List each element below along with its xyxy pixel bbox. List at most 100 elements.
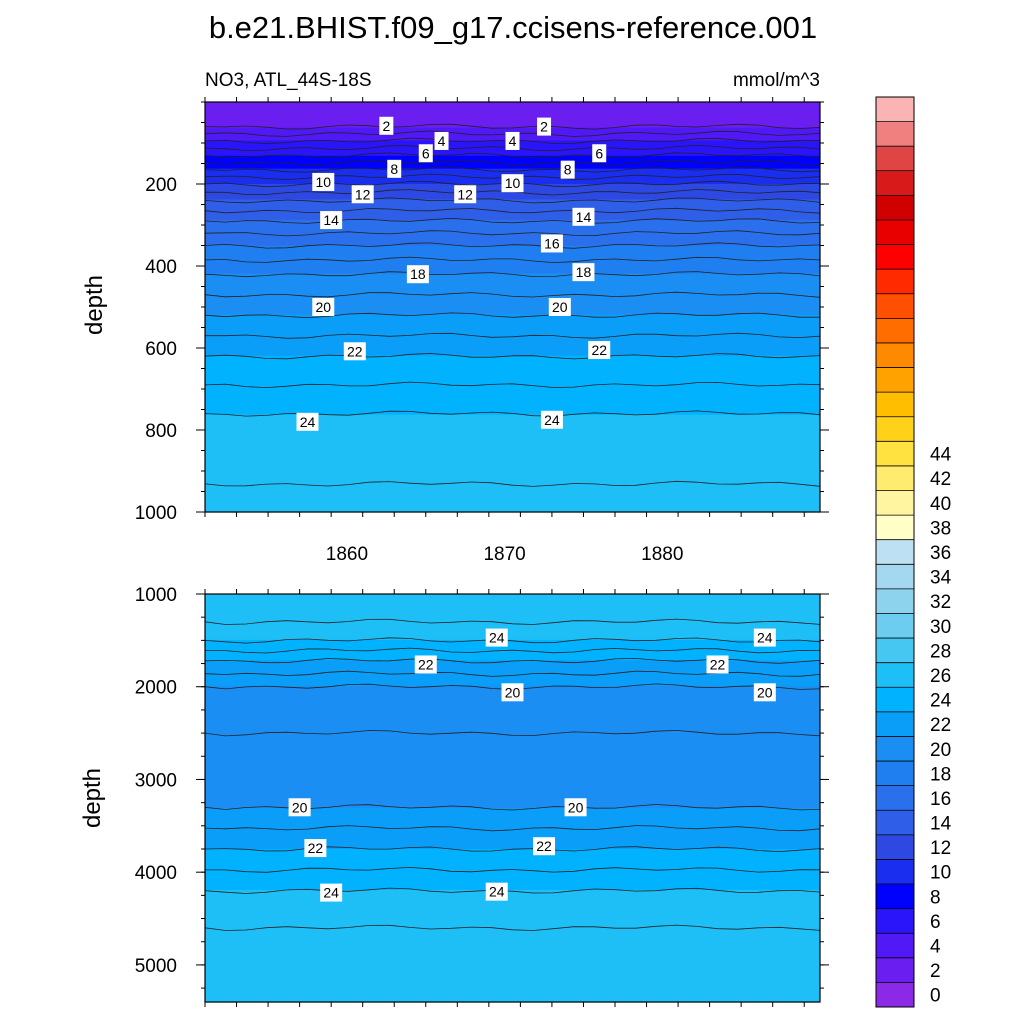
contour-fill-band <box>205 769 820 774</box>
contour-fill-band <box>205 996 820 1001</box>
contour-label: 8 <box>564 162 572 178</box>
contour-fill-band <box>205 268 820 272</box>
contour-fill-band <box>205 711 820 715</box>
contour-fill-band <box>205 846 820 850</box>
contour-fill-band <box>205 368 820 372</box>
contour-line <box>204 887 821 894</box>
contour-line <box>204 271 821 278</box>
contour-fill-band <box>205 820 820 825</box>
contour-fill-band <box>205 322 820 326</box>
contour-fill-band <box>205 734 820 738</box>
contour-fill-band <box>205 204 820 208</box>
contour-label: 6 <box>595 145 603 161</box>
y-tick-label: 800 <box>145 421 177 442</box>
contour-fill-band <box>205 869 820 873</box>
contour-line <box>204 480 821 487</box>
contour-fill-band <box>205 273 820 277</box>
contour-fill-band <box>205 609 820 613</box>
contour-label: 22 <box>710 656 726 672</box>
contour-fill-band <box>205 499 820 503</box>
contour-fill-band <box>205 194 820 198</box>
contour-fill-band <box>205 752 820 756</box>
contour-fill-band <box>205 253 820 257</box>
contour-fill-band <box>205 122 820 126</box>
contour-fill-band <box>205 703 820 707</box>
contour-label-box <box>560 160 575 179</box>
contour-fill-band <box>205 961 820 965</box>
contour-label-box <box>564 798 587 817</box>
contour-fill-band <box>205 504 820 508</box>
contour-fill-band <box>205 616 820 621</box>
contour-fill-band <box>205 902 820 906</box>
contour-fill-band <box>205 348 820 352</box>
contour-label: 22 <box>347 343 363 359</box>
contour-fill-band <box>205 614 820 618</box>
colorbar-tick-label: 44 <box>930 445 952 466</box>
contour-label: 24 <box>489 884 505 900</box>
contour-line <box>204 217 821 224</box>
contour-label: 16 <box>544 235 560 251</box>
variable-region-subtitle: NO3, ATL_44S-18S <box>205 70 372 91</box>
colorbar-swatch <box>876 195 914 221</box>
contour-fill-band <box>205 337 820 341</box>
contour-label: 18 <box>576 264 592 280</box>
contour-fill-band <box>205 662 820 666</box>
contour-label: 24 <box>757 630 773 646</box>
contour-fill-band <box>205 219 820 224</box>
contour-fill-band <box>205 833 820 837</box>
colorbar-swatch <box>876 392 914 418</box>
contour-fill-band <box>205 130 820 134</box>
contour-label-box <box>592 144 607 163</box>
contour-fill-band <box>205 430 820 434</box>
contour-fill-band <box>205 478 820 482</box>
contour-fill-band <box>205 237 820 241</box>
contour-label-box <box>572 207 595 226</box>
contour-fill-band <box>205 276 820 280</box>
contour-line <box>204 256 821 264</box>
contour-label-box <box>379 116 394 135</box>
contour-fill-band <box>205 986 820 990</box>
colorbar-swatch <box>876 736 914 762</box>
y-tick-label: 5000 <box>135 956 177 977</box>
colorbar-swatch <box>876 367 914 393</box>
contour-fill-band <box>205 925 820 929</box>
contour-fill-band <box>205 634 820 638</box>
contour-fill-band <box>205 383 820 388</box>
contour-fill-band <box>205 785 820 789</box>
contour-fill-band <box>205 979 820 983</box>
contour-label-box <box>753 683 776 702</box>
contour-fill-band <box>205 999 820 1003</box>
colorbar-tick-label: 8 <box>930 887 941 908</box>
contour-label-box <box>414 655 437 674</box>
colorbar-tick-label: 28 <box>930 641 951 662</box>
contour-fill-band <box>205 114 820 118</box>
contour-fill-band <box>205 404 820 408</box>
contour-line <box>204 618 821 625</box>
colorbar-swatch <box>876 810 914 836</box>
contour-fill-band <box>205 627 820 631</box>
contour-fill-band <box>205 501 820 505</box>
contour-fill-band <box>205 619 820 623</box>
contour-fill-band <box>205 652 820 656</box>
contour-fill-band <box>205 731 820 735</box>
contour-fill-band <box>205 225 820 229</box>
contour-label-box <box>320 883 343 902</box>
contour-label: 4 <box>509 133 517 149</box>
colorbar-tick-label: 32 <box>930 592 951 613</box>
contour-label-box <box>485 882 508 901</box>
contour-fill-band <box>205 396 820 400</box>
contour-fill-band <box>205 871 820 876</box>
contour-fill-band <box>205 749 820 753</box>
contour-fill-band <box>205 818 820 822</box>
colorbar-swatch <box>876 908 914 934</box>
contour-fill-band <box>205 248 820 252</box>
contour-fill-band <box>205 754 820 758</box>
contour-fill-band <box>205 907 820 911</box>
colorbar-swatch <box>876 121 914 147</box>
contour-fill-band <box>205 951 820 955</box>
units-subtitle: mmol/m^3 <box>733 70 820 91</box>
contour-fill-band <box>205 455 820 459</box>
contour-label-box <box>501 174 524 193</box>
contour-fill-band <box>205 209 820 213</box>
contour-fill-band <box>205 910 820 914</box>
